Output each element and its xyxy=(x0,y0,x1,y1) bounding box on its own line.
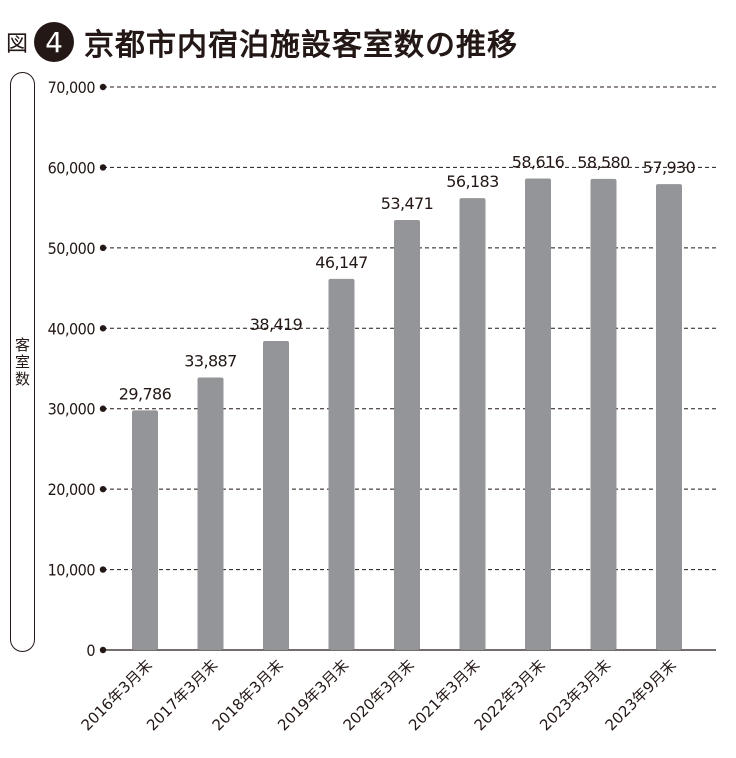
figure-prefix: 図 xyxy=(6,32,29,57)
bar-value-label: 38,419 xyxy=(250,315,303,334)
bar-value-label: 58,580 xyxy=(577,153,630,172)
bar-value-label: 56,183 xyxy=(446,172,498,191)
chart-title: 京都市内宿泊施設客室数の推移 xyxy=(84,28,519,63)
y-axis-label-box: 客室数 xyxy=(10,72,35,652)
bar xyxy=(590,178,617,650)
y-tick-dot xyxy=(99,566,107,573)
bar-value-label: 46,147 xyxy=(315,253,367,272)
bar-value-label: 58,616 xyxy=(512,153,565,172)
bar xyxy=(656,184,682,651)
y-tick-label: 60,000 xyxy=(48,158,96,177)
bar xyxy=(328,278,355,650)
y-tick-label: 40,000 xyxy=(48,319,96,338)
y-tick-dot xyxy=(99,485,107,493)
bar-value-label: 33,887 xyxy=(184,351,236,370)
bar-value-label: 53,471 xyxy=(381,194,433,213)
y-tick-dot xyxy=(99,405,107,412)
y-tick-label: 0 xyxy=(86,641,95,660)
y-tick-label: 20,000 xyxy=(48,480,96,499)
bar xyxy=(263,341,289,650)
y-tick-label: 50,000 xyxy=(48,239,96,258)
bar xyxy=(525,178,551,651)
bar-value-label: 57,930 xyxy=(643,158,696,177)
bar xyxy=(459,198,486,650)
y-tick-dot xyxy=(99,164,107,171)
y-axis-label: 客室数 xyxy=(13,336,31,388)
y-tick-label: 70,000 xyxy=(48,78,96,97)
chart-header: 図 4 京都市内宿泊施設客室数の推移 xyxy=(6,20,518,64)
figure-number-badge: 4 xyxy=(34,22,75,62)
y-tick-dot xyxy=(99,646,107,654)
y-tick-label: 30,000 xyxy=(48,400,96,419)
y-tick-dot xyxy=(99,244,107,252)
bar xyxy=(197,377,224,650)
bar-value-label: 29,786 xyxy=(119,384,172,403)
bar xyxy=(132,410,158,650)
y-tick-label: 10,000 xyxy=(48,561,96,580)
y-tick-dot xyxy=(99,83,107,91)
bar xyxy=(394,219,420,651)
y-tick-dot xyxy=(99,325,107,332)
